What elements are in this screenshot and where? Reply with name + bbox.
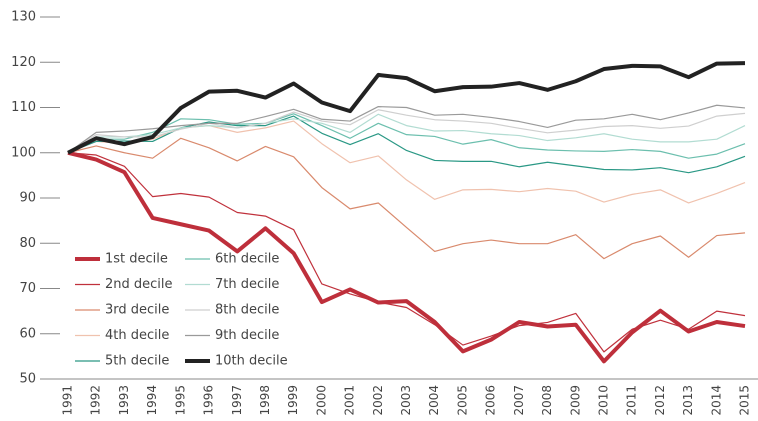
legend-label: 9th decile (215, 328, 279, 343)
legend-label: 1st decile (105, 252, 168, 267)
legend-label: 2nd decile (105, 277, 173, 292)
series-line (67, 150, 746, 364)
x-tick-label: 2003 (399, 385, 413, 416)
x-tick-label: 2008 (540, 385, 554, 416)
x-tick-label: 1996 (202, 385, 216, 416)
legend-label: 6th decile (215, 252, 279, 267)
y-tick-label: 50 (19, 372, 36, 387)
x-tick-label: 1991 (61, 385, 75, 416)
x-tick-label: 2010 (596, 385, 610, 416)
x-tick-label: 2015 (738, 385, 752, 416)
x-tick-label: 2012 (653, 385, 667, 416)
y-tick-label: 70 (19, 281, 36, 296)
x-tick-label: 2005 (455, 385, 469, 416)
y-tick-label: 130 (11, 10, 36, 25)
legend-label: 8th decile (215, 303, 279, 318)
x-tick-label: 2009 (568, 385, 582, 416)
x-tick-label: 1993 (117, 385, 131, 416)
y-tick-label: 60 (19, 326, 36, 341)
x-tick-label: 2014 (709, 385, 723, 416)
x-tick-label: 2000 (314, 385, 328, 416)
x-tick-label: 1995 (173, 385, 187, 416)
x-tick-label: 2006 (484, 385, 498, 416)
x-tick-label: 1992 (89, 385, 103, 416)
plot-area (67, 61, 746, 364)
x-tick-label: 2002 (371, 385, 385, 416)
y-tick-label: 110 (11, 100, 36, 115)
series-line (67, 109, 746, 154)
y-tick-label: 80 (19, 236, 36, 251)
x-tick-label: 2001 (343, 385, 357, 416)
x-tick-label: 1998 (258, 385, 272, 416)
x-tick-label: 2013 (681, 385, 695, 416)
x-tick-label: 2007 (512, 385, 526, 416)
series-line (67, 152, 746, 353)
legend-label: 10th decile (215, 354, 288, 369)
grid: 50 60 70 80 90 100 110 120 130 1991 1992 1993 1994 19… (11, 10, 758, 416)
legend-label: 3rd decile (105, 303, 169, 318)
legend-label: 4th decile (105, 328, 169, 343)
x-tick-label: 2011 (625, 385, 639, 416)
y-tick-label: 100 (11, 145, 36, 160)
x-tick-label: 1997 (230, 385, 244, 416)
x-tick-label: 2004 (427, 385, 441, 416)
x-tick-label: 1994 (145, 385, 159, 416)
legend-label: 7th decile (215, 277, 279, 292)
x-tick-label: 1999 (286, 385, 300, 416)
legend-label: 5th decile (105, 354, 169, 369)
legend: 1st decile 2nd decile 3rd decile 4th decile… (75, 252, 288, 369)
series-line (67, 113, 746, 159)
series-line (67, 61, 746, 155)
y-tick-label: 90 (19, 191, 36, 206)
series-line (67, 104, 746, 154)
y-tick-label: 120 (11, 55, 36, 70)
series-line (67, 113, 746, 154)
series-line (67, 137, 746, 260)
